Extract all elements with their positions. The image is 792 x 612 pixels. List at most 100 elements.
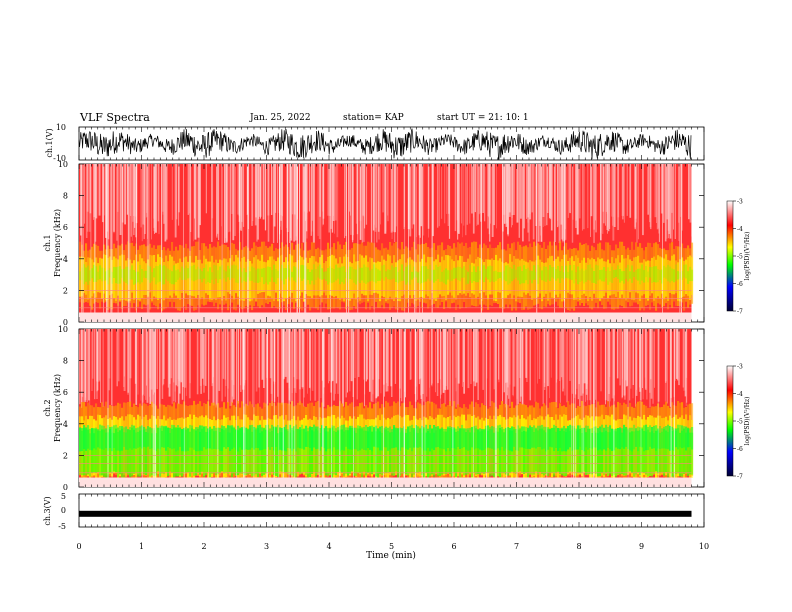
spectrogram-cell: [353, 243, 356, 307]
spectrogram-cell: [423, 427, 426, 451]
spectrogram-streak: [395, 164, 397, 227]
spectrogram-cell: [167, 268, 170, 282]
spectrogram-cell: [483, 265, 486, 283]
spectrogram-streak: [537, 329, 538, 384]
spectrogram-cell: [501, 261, 504, 300]
spectrogram-cell: [473, 432, 476, 473]
spectrogram-cell: [455, 255, 458, 300]
spectrogram-cell: [679, 424, 682, 448]
spectrogram-streak: [162, 164, 164, 212]
spectrogram-cell: [675, 428, 678, 448]
spectrogram-streak: [409, 329, 412, 380]
time-axis-tick-labels: 0 1 2 3 4 5 6 7 8 9 10: [76, 542, 709, 551]
spectrogram-streak: [559, 329, 561, 381]
spectrogram-cell: [613, 270, 616, 279]
spectrogram-streak: [473, 164, 474, 218]
spectrogram-cell: [657, 269, 660, 283]
spectrogram-streak: [263, 329, 265, 388]
spectrogram-streak: [174, 164, 177, 238]
spectrogram-cell: [687, 428, 690, 448]
spectrogram-cell: [181, 262, 184, 293]
spectrogram-cell: [549, 265, 552, 282]
spectrogram-cell: [431, 429, 434, 475]
spectrogram-cell: [425, 432, 428, 473]
spectrogram-cell: [293, 262, 296, 299]
spectrogram-cell: [213, 246, 216, 307]
spectrogram-cell: [87, 250, 90, 303]
spectrogram-streak: [224, 164, 226, 243]
spectrogram-cell: [169, 254, 172, 296]
spectrogram-cell: [383, 429, 386, 474]
ch1-spectrogram-ylabel-frequency: Frequency (kHz): [53, 209, 62, 277]
spectrogram-cell: [655, 430, 658, 472]
spectrogram-streak: [232, 329, 235, 400]
spectrogram-cell: [241, 249, 244, 310]
spectrogram-cell: [649, 432, 652, 476]
spectrogram-cell: [145, 270, 148, 279]
spectrogram-cell: [647, 271, 650, 283]
spectrogram-streak: [517, 329, 519, 405]
spectrogram-cell: [689, 266, 692, 281]
spectrogram-cell: [685, 259, 688, 295]
spectrogram-cell: [557, 256, 560, 298]
spectrogram-streak: [87, 164, 89, 232]
spectrogram-cell: [147, 432, 150, 474]
spectrogram-streak: [519, 164, 522, 219]
spectrogram-cell: [185, 426, 188, 452]
spectrogram-streak: [85, 164, 88, 238]
spectrogram-streak: [256, 164, 258, 242]
spectrogram-streak: [669, 164, 672, 239]
spectrogram-streak: [271, 164, 273, 215]
spectrogram-cell: [197, 427, 200, 452]
spectrogram-cell: [207, 271, 210, 283]
spectrogram-cell: [215, 259, 218, 301]
spectrogram-streak: [605, 164, 607, 212]
spectrogram-cell: [215, 265, 218, 279]
spectrogram-cell: [295, 429, 298, 478]
spectrogram-cell: [191, 428, 194, 473]
spectrogram-cell: [639, 268, 642, 285]
spectrogram-cell: [625, 249, 628, 308]
spectrogram-streak: [557, 164, 559, 228]
spectrogram-impulse: [189, 164, 191, 313]
spectrogram-cell: [355, 427, 358, 450]
spectrogram-cell: [669, 428, 672, 474]
spectrogram-streak: [642, 164, 644, 236]
header-station: station= KAP: [343, 113, 404, 123]
spectrogram-cell: [463, 428, 466, 448]
spectrogram-cell: [601, 269, 604, 282]
spectrogram-cell: [497, 425, 500, 449]
spectrogram-cell: [227, 247, 230, 311]
spectrogram-streak: [351, 329, 353, 382]
spectrogram-cell: [427, 256, 430, 297]
spectrogram-cell: [577, 430, 580, 473]
spectrogram-cell: [467, 271, 470, 284]
spectrogram-cell: [527, 262, 530, 294]
spectrogram-lowfreq-strip: [79, 477, 692, 487]
spectrogram-cell: [379, 431, 382, 474]
spectrogram-cell: [317, 266, 320, 278]
spectrogram-cell: [247, 429, 250, 450]
spectrogram-cell: [605, 261, 608, 293]
spectrogram-cell: [583, 257, 586, 294]
spectrogram-cell: [239, 428, 242, 474]
spectrogram-cell: [441, 242, 444, 302]
spectrogram-cell: [521, 426, 524, 448]
spectrogram-cell: [661, 431, 664, 473]
spectrogram-streak: [245, 329, 247, 381]
spectrogram-cell: [581, 244, 584, 303]
spectrogram-cell: [263, 429, 266, 450]
spectrogram-cell: [109, 256, 112, 296]
spectrogram-streak: [141, 164, 143, 242]
spectrogram-streak: [623, 164, 624, 217]
spectrogram-cell: [253, 426, 256, 450]
spectrogram-streak: [273, 164, 276, 227]
spectrogram-impulse: [82, 164, 84, 313]
spectrogram-streak: [542, 164, 545, 217]
spectrogram-streak: [240, 164, 241, 231]
spectrogram-cell: [351, 425, 354, 450]
spectrogram-cell: [387, 269, 390, 280]
spectrogram-cell: [663, 428, 666, 476]
ch1-waveform-line: [78, 128, 692, 160]
spectrogram-cell: [83, 257, 86, 293]
